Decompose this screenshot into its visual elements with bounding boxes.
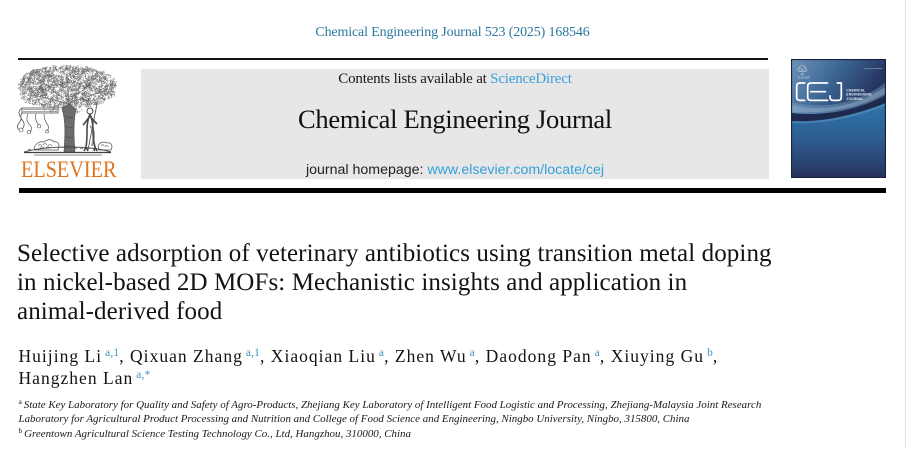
svg-text:523 (2025) 168546: 523 (2025) 168546: [864, 68, 882, 70]
svg-text:JOURNAL: JOURNAL: [846, 97, 863, 101]
svg-text:ENGINEERING: ENGINEERING: [846, 93, 872, 97]
svg-text:ELSEVIER: ELSEVIER: [798, 77, 810, 80]
svg-text:CHEMICAL: CHEMICAL: [846, 88, 865, 92]
